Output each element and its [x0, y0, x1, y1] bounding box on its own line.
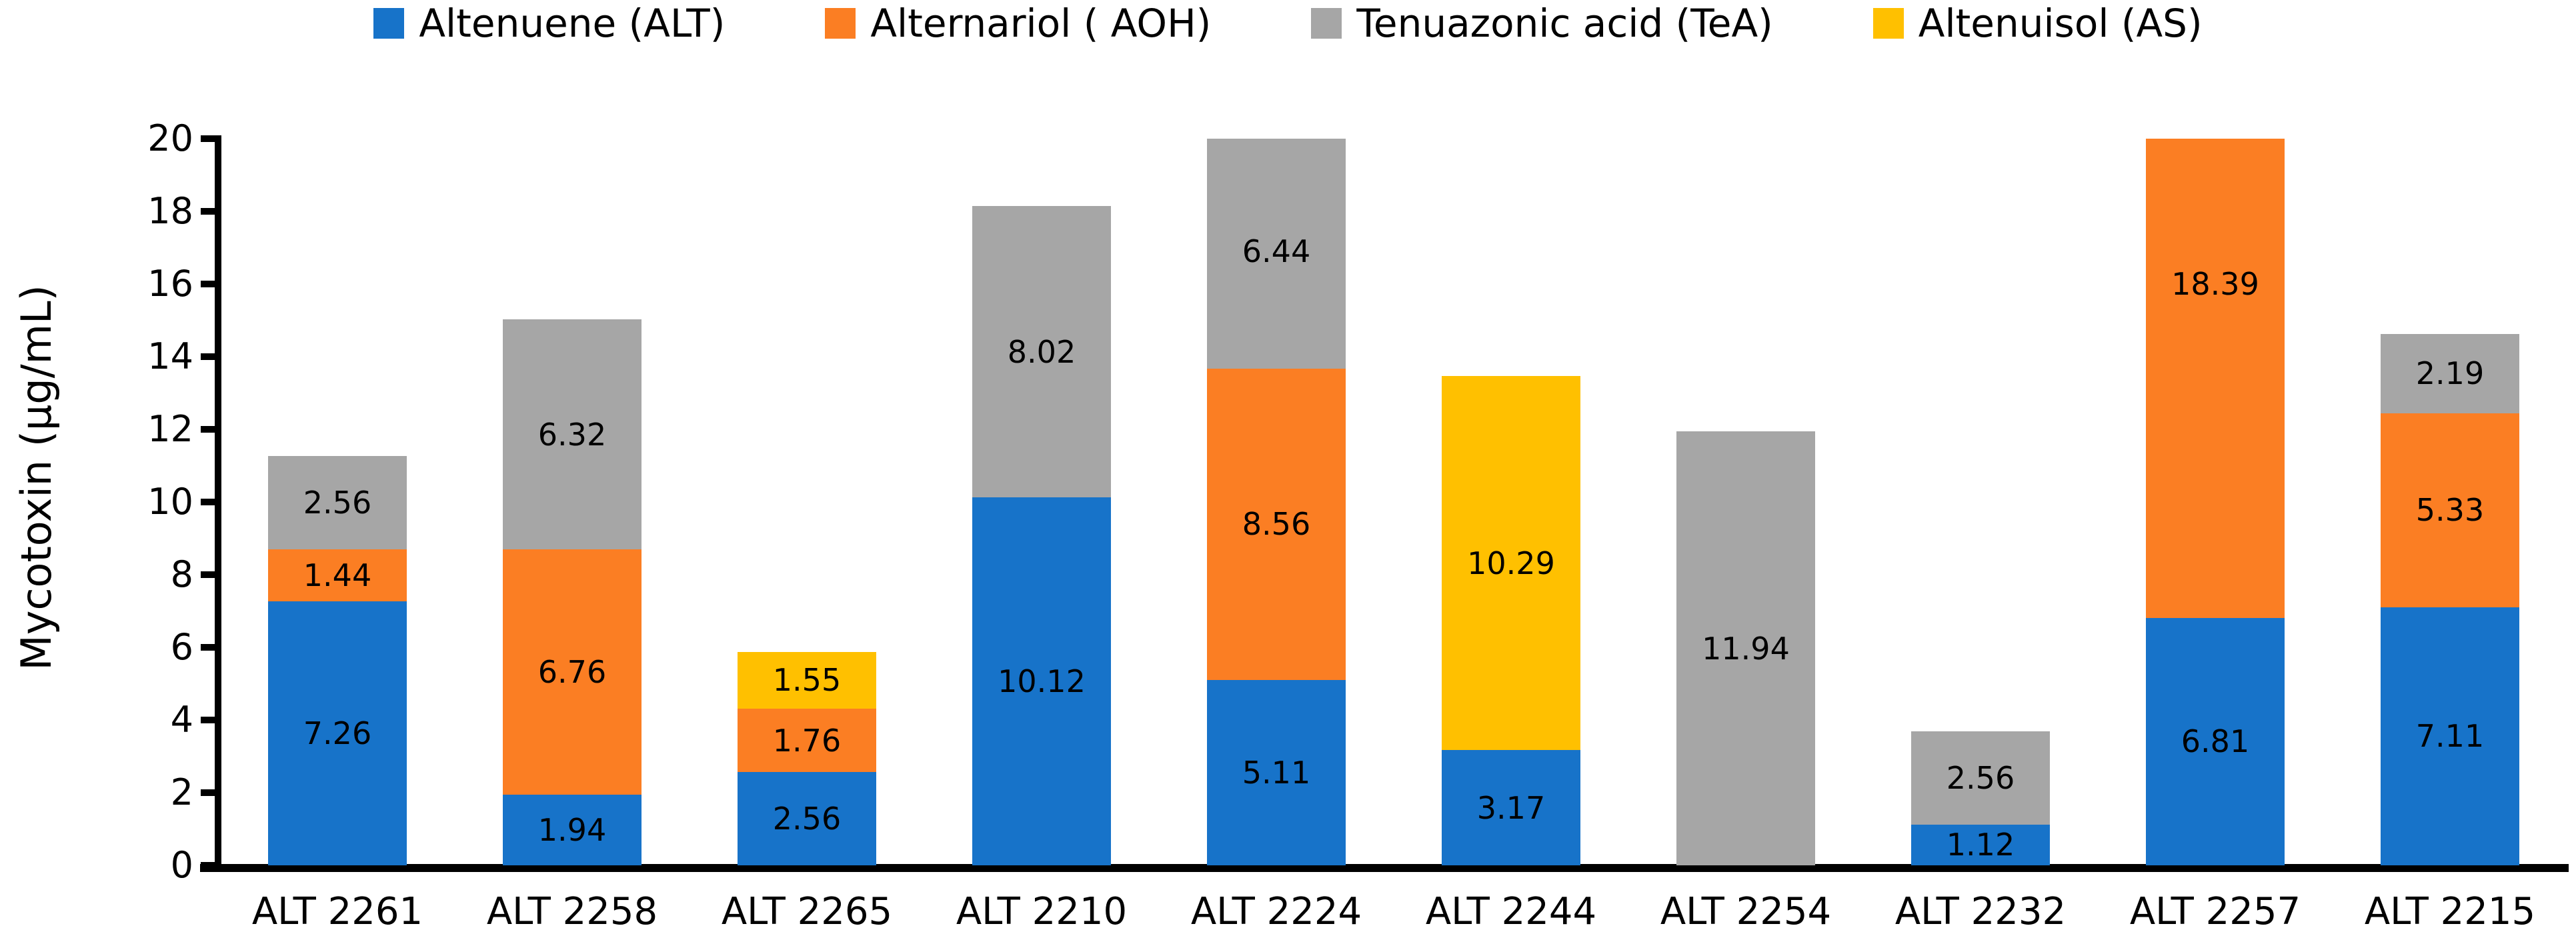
bar-segment	[1442, 750, 1580, 865]
x-tick-label: ALT 2258	[486, 890, 658, 933]
bar-value-label: 6.32	[537, 416, 607, 453]
y-tick-mark	[201, 135, 215, 142]
y-tick-label: 4	[170, 699, 193, 741]
legend-label: Alternariol ( AOH)	[870, 1, 1212, 46]
y-tick-mark	[201, 353, 215, 360]
x-tick-label: ALT 2257	[2129, 890, 2301, 933]
y-tick-mark	[201, 862, 215, 869]
bar-segment	[268, 456, 407, 549]
bar-segment	[1442, 376, 1580, 751]
x-tick-label: ALT 2265	[721, 890, 893, 933]
bar-segment	[738, 772, 876, 865]
bar-segment	[1207, 368, 1346, 680]
bar-segment	[2146, 139, 2285, 618]
x-tick-label: ALT 2254	[1660, 890, 1832, 933]
y-tick-label: 0	[170, 844, 193, 886]
bar-segment	[1911, 824, 2050, 865]
x-tick-label: ALT 2261	[251, 890, 423, 933]
bar-value-label: 5.33	[2415, 492, 2485, 529]
bar-segment	[1911, 731, 2050, 825]
y-tick-label: 2	[170, 771, 193, 813]
bar-segment	[503, 795, 641, 865]
y-tick-label: 8	[170, 553, 193, 595]
y-tick-label: 18	[147, 190, 193, 232]
x-tick-label: ALT 2232	[1894, 890, 2067, 933]
bar-value-label: 3.17	[1476, 789, 1546, 826]
legend-swatch-icon	[373, 8, 405, 39]
bar-segment	[1676, 431, 1815, 865]
legend-label: Altenuene (ALT)	[419, 1, 726, 46]
bar-segment	[2381, 333, 2519, 413]
legend-swatch-icon	[1872, 8, 1904, 39]
bar-segment	[972, 497, 1111, 865]
y-tick-label: 14	[147, 335, 193, 377]
bar-value-label: 6.81	[2181, 723, 2250, 760]
bar-segment	[738, 708, 876, 773]
bar-segment	[738, 652, 876, 709]
x-tick-label: ALT 2215	[2364, 890, 2536, 933]
bar-segment	[1207, 679, 1346, 865]
legend-item-3: Tenuazonic acid (TeA)	[1311, 1, 1773, 46]
bar-value-label: 2.56	[1946, 760, 2015, 797]
y-axis-title: Mycotoxin (µg/mL)	[12, 285, 61, 671]
legend-item-1: Altenuene (ALT)	[373, 4, 725, 43]
bar-value-label: 11.94	[1702, 630, 1790, 667]
y-tick-mark	[201, 499, 215, 505]
bar-value-label: 1.94	[537, 812, 607, 849]
bar-value-label: 8.02	[1007, 333, 1076, 370]
bar-value-label: 2.19	[2415, 355, 2485, 392]
legend-item-2: Alternariol ( AOH)	[825, 4, 1211, 43]
y-tick-mark	[201, 426, 215, 433]
bar-value-label: 7.11	[2415, 718, 2485, 755]
bar-value-label: 1.44	[303, 557, 372, 594]
legend-label: Tenuazonic acid (TeA)	[1356, 1, 1773, 46]
y-tick-mark	[201, 717, 215, 723]
bar-value-label: 2.56	[303, 485, 372, 521]
x-tick-label: ALT 2210	[956, 890, 1128, 933]
bar-segment	[2381, 607, 2519, 865]
bar-segment	[2381, 413, 2519, 607]
x-axis-line	[200, 864, 2569, 872]
bar-segment	[2146, 617, 2285, 865]
bar-value-label: 2.56	[772, 801, 842, 837]
bar-segment	[268, 549, 407, 602]
bar-value-label: 1.55	[772, 662, 842, 699]
legend-swatch-icon	[825, 8, 856, 39]
y-tick-label: 10	[147, 481, 193, 523]
y-tick-label: 16	[147, 263, 193, 305]
bar-segment	[503, 549, 641, 795]
bar-value-label: 6.44	[1242, 233, 1311, 270]
bar-value-label: 5.11	[1242, 754, 1311, 791]
bar-value-label: 18.39	[2171, 265, 2259, 302]
legend-swatch-icon	[1311, 8, 1342, 39]
y-tick-mark	[201, 789, 215, 796]
bar-value-label: 7.26	[303, 715, 372, 752]
x-tick-label: ALT 2244	[1425, 890, 1597, 933]
y-tick-label: 12	[147, 408, 193, 450]
bar-value-label: 10.29	[1467, 545, 1555, 581]
bar-segment	[268, 601, 407, 865]
bar-value-label: 6.76	[537, 654, 607, 691]
bar-value-label: 8.56	[1242, 506, 1311, 543]
y-tick-mark	[201, 571, 215, 578]
legend-item-4: Altenuisol (AS)	[1872, 1, 2203, 46]
bar-value-label: 1.76	[772, 722, 842, 759]
y-tick-label: 20	[147, 117, 193, 159]
chart-legend: Altenuene (ALT) Alternariol ( AOH) Tenuazo…	[0, 4, 2576, 43]
legend-label: Altenuisol (AS)	[1918, 1, 2203, 46]
y-tick-mark	[201, 208, 215, 215]
bar-segment	[972, 206, 1111, 498]
y-tick-mark	[201, 281, 215, 287]
x-tick-label: ALT 2224	[1190, 890, 1362, 933]
bar-segment	[503, 319, 641, 549]
y-axis-line	[215, 135, 221, 871]
bar-segment	[1207, 139, 1346, 369]
bar-value-label: 1.12	[1946, 827, 2015, 863]
bar-value-label: 10.12	[998, 663, 1086, 700]
y-tick-label: 6	[170, 626, 193, 668]
y-tick-mark	[201, 644, 215, 651]
